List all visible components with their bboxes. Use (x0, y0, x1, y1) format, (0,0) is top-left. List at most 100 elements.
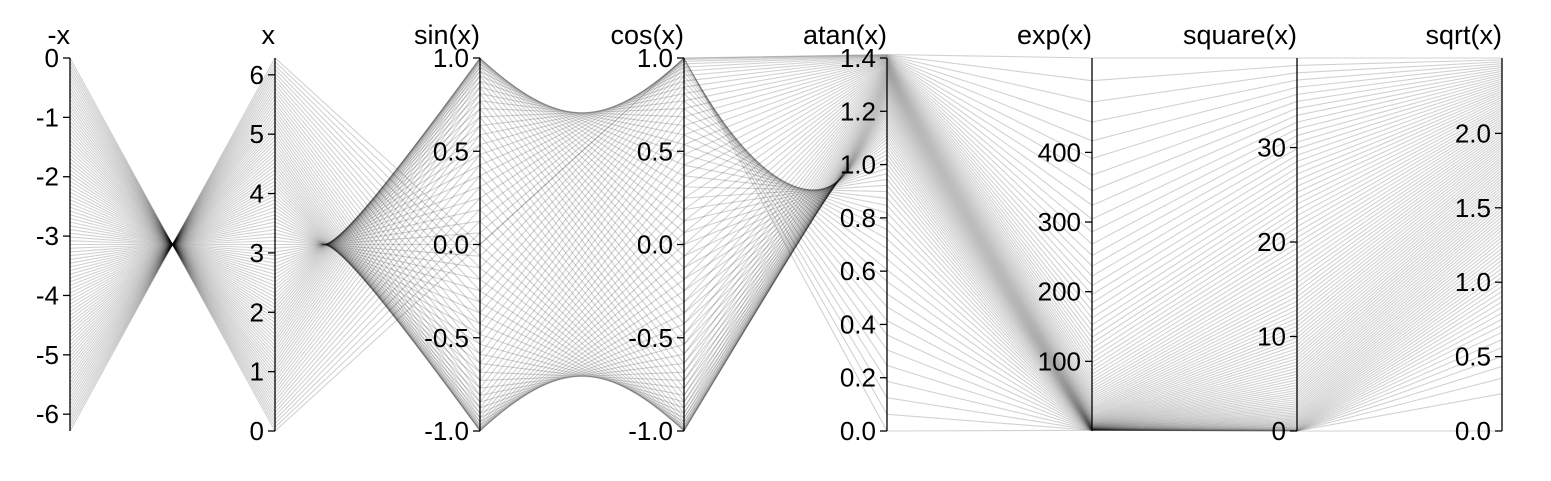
axis-title: square(x) (1183, 20, 1297, 50)
tick-label: 100 (1038, 346, 1081, 376)
data-line (69, 60, 1503, 428)
data-line (69, 62, 1503, 415)
data-line (69, 53, 1503, 432)
data-line (69, 107, 1503, 425)
data-line (69, 106, 1503, 430)
data-line (69, 90, 1503, 431)
data-line (69, 57, 1503, 429)
data-line (69, 114, 1503, 424)
data-line (69, 60, 1503, 432)
data-line (69, 86, 1503, 426)
tick-label: 0.8 (840, 203, 876, 233)
tick-label: 2.0 (1455, 118, 1491, 148)
data-line (69, 96, 1503, 431)
tick-label: 0 (1272, 416, 1286, 446)
data-line (69, 60, 1503, 383)
data-line (69, 71, 1503, 419)
data-line (69, 58, 1503, 395)
data-line (69, 58, 1503, 432)
axis-x: 0 1 2 3 4 5 6 x (250, 20, 276, 446)
data-line (69, 116, 1503, 425)
tick-label: -6 (36, 399, 59, 429)
data-line (69, 105, 1503, 422)
tick-label: 0 (45, 43, 59, 73)
data-line (69, 57, 1503, 432)
data-line (69, 77, 1503, 396)
data-line (69, 66, 1503, 428)
data-line (69, 76, 1503, 393)
axis-neg_x: 0 -1 -2 -3 -4 -5 -6 -x (36, 20, 71, 431)
data-line (69, 92, 1503, 426)
tick-label: 1.0 (637, 43, 673, 73)
data-line (69, 54, 1503, 428)
data-line (69, 58, 1503, 398)
data-line (69, 57, 1503, 429)
axis-title: cos(x) (611, 20, 685, 50)
tick-label: 1.0 (433, 43, 469, 73)
tick-label: 1 (250, 357, 264, 387)
data-line (69, 93, 1503, 431)
tick-label: 0 (250, 416, 264, 446)
axis-title: atan(x) (803, 20, 887, 50)
tick-label: 1.5 (1455, 193, 1491, 223)
tick-label: -5 (36, 340, 59, 370)
data-line (69, 80, 1503, 402)
tick-label: 1.0 (840, 150, 876, 180)
data-line (69, 68, 1503, 432)
axis-title: exp(x) (1017, 20, 1092, 50)
data-line (69, 85, 1503, 419)
data-line (69, 57, 1503, 406)
axis-title: -x (48, 20, 71, 50)
data-line (69, 110, 1503, 423)
data-line (69, 92, 1503, 432)
data-line (69, 87, 1503, 426)
data-line (69, 112, 1503, 424)
data-line (69, 100, 1503, 430)
tick-label: 4 (250, 179, 264, 209)
data-line (69, 63, 1503, 431)
data-line (69, 102, 1503, 431)
data-line (69, 75, 1503, 396)
data-line (69, 57, 1502, 432)
data-line (69, 58, 1503, 428)
tick-label: 2 (250, 297, 264, 327)
tick-label: -1 (36, 102, 59, 132)
tick-label: -4 (36, 280, 59, 310)
tick-label: 400 (1038, 137, 1081, 167)
data-line (69, 59, 1503, 391)
data-line (69, 86, 1503, 423)
tick-label: 0.5 (433, 136, 469, 166)
axes: 0-1-2-3-4-5-6-x0123456x-1.0-0.50.00.51.0… (36, 20, 1503, 446)
data-line (69, 65, 1503, 429)
data-line (69, 84, 1503, 414)
data-line (69, 66, 1503, 430)
tick-label: -1.0 (424, 416, 469, 446)
tick-label: 30 (1257, 133, 1286, 163)
data-line (69, 80, 1503, 431)
data-line (69, 99, 1503, 425)
data-line (69, 63, 1503, 428)
data-line (69, 80, 1503, 430)
data-line (69, 100, 1503, 427)
data-line (69, 70, 1503, 426)
tick-label: -1.0 (628, 416, 673, 446)
tick-label: 3 (250, 238, 264, 268)
data-line (69, 59, 1503, 387)
data-line (69, 56, 1503, 413)
tick-label: 0.2 (840, 363, 876, 393)
data-line (69, 55, 1503, 417)
data-line (69, 98, 1503, 431)
data-line (69, 74, 1503, 403)
tick-label: 5 (250, 119, 264, 149)
tick-label: 1.0 (1455, 267, 1491, 297)
data-line (69, 60, 1503, 390)
data-line (69, 57, 1503, 402)
tick-label: 0.0 (433, 230, 469, 260)
axis-title: sin(x) (414, 20, 480, 50)
tick-label: 300 (1038, 207, 1081, 237)
tick-label: -0.5 (424, 323, 469, 353)
data-line (69, 56, 1503, 409)
data-line (69, 66, 1503, 431)
